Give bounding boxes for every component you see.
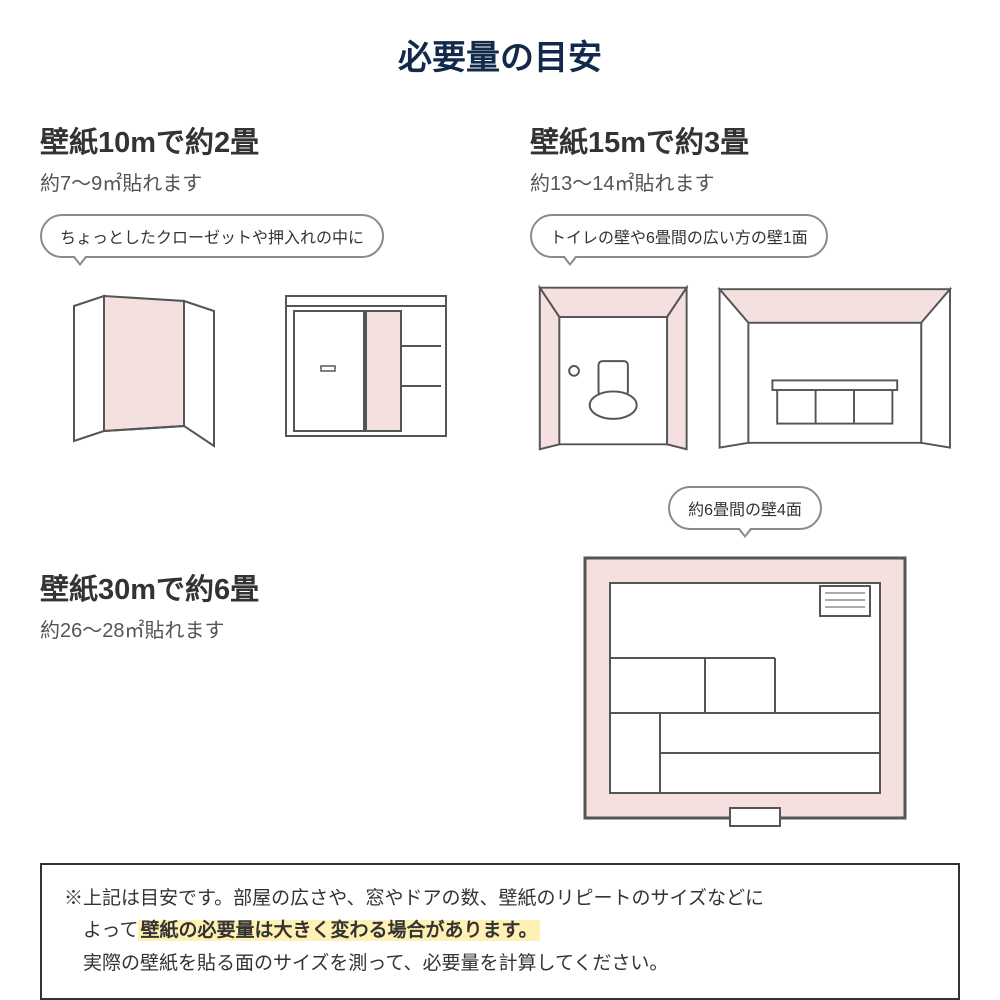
section-sub: 約26〜28㎡貼れます — [40, 614, 470, 643]
living-room-icon — [710, 276, 960, 456]
toilet-room-icon — [530, 276, 696, 456]
sections-grid: 壁紙10mで約2畳 約7〜9㎡貼れます ちょっとしたクローゼットや押入れの中に — [40, 119, 960, 828]
page-title: 必要量の目安 — [40, 30, 960, 79]
section-10m: 壁紙10mで約2畳 約7〜9㎡貼れます ちょっとしたクローゼットや押入れの中に — [40, 119, 470, 456]
section-title: 壁紙15mで約3畳 — [530, 119, 960, 161]
note-line-2: よって壁紙の必要量は大きく変わる場合があります。 — [64, 915, 936, 947]
section-title: 壁紙30mで約6畳 — [40, 566, 470, 608]
note-line-3: 実際の壁紙を貼る面のサイズを測って、必要量を計算してください。 — [64, 948, 936, 980]
callout-bubble: トイレの壁や6畳間の広い方の壁1面 — [530, 214, 828, 258]
closet-open-icon — [40, 276, 248, 456]
closet-sliding-icon — [262, 276, 470, 456]
callout-bubble: 約6畳間の壁4面 — [668, 486, 822, 530]
note-line-2a: よって — [83, 920, 138, 941]
floorplan-icon — [575, 548, 915, 828]
floorplan-section: 約6畳間の壁4面 — [530, 486, 960, 828]
section-15m: 壁紙15mで約3畳 約13〜14㎡貼れます トイレの壁や6畳間の広い方の壁1面 — [530, 119, 960, 456]
section-title: 壁紙10mで約2畳 — [40, 119, 470, 161]
illustration-row — [530, 276, 960, 456]
note-highlight: 壁紙の必要量は大きく変わる場合があります。 — [138, 920, 539, 941]
illustration-row — [40, 276, 470, 456]
note-box: ※上記は目安です。部屋の広さや、窓やドアの数、壁紙のリピートのサイズなどに よっ… — [40, 863, 960, 1000]
note-line-3-text: 実際の壁紙を貼る面のサイズを測って、必要量を計算してください。 — [83, 953, 668, 974]
section-sub: 約7〜9㎡貼れます — [40, 167, 470, 196]
note-line-1: ※上記は目安です。部屋の広さや、窓やドアの数、壁紙のリピートのサイズなどに — [64, 883, 936, 915]
section-sub: 約13〜14㎡貼れます — [530, 167, 960, 196]
callout-bubble: ちょっとしたクローゼットや押入れの中に — [40, 214, 384, 258]
section-30m: 壁紙30mで約6畳 約26〜28㎡貼れます — [40, 486, 470, 828]
